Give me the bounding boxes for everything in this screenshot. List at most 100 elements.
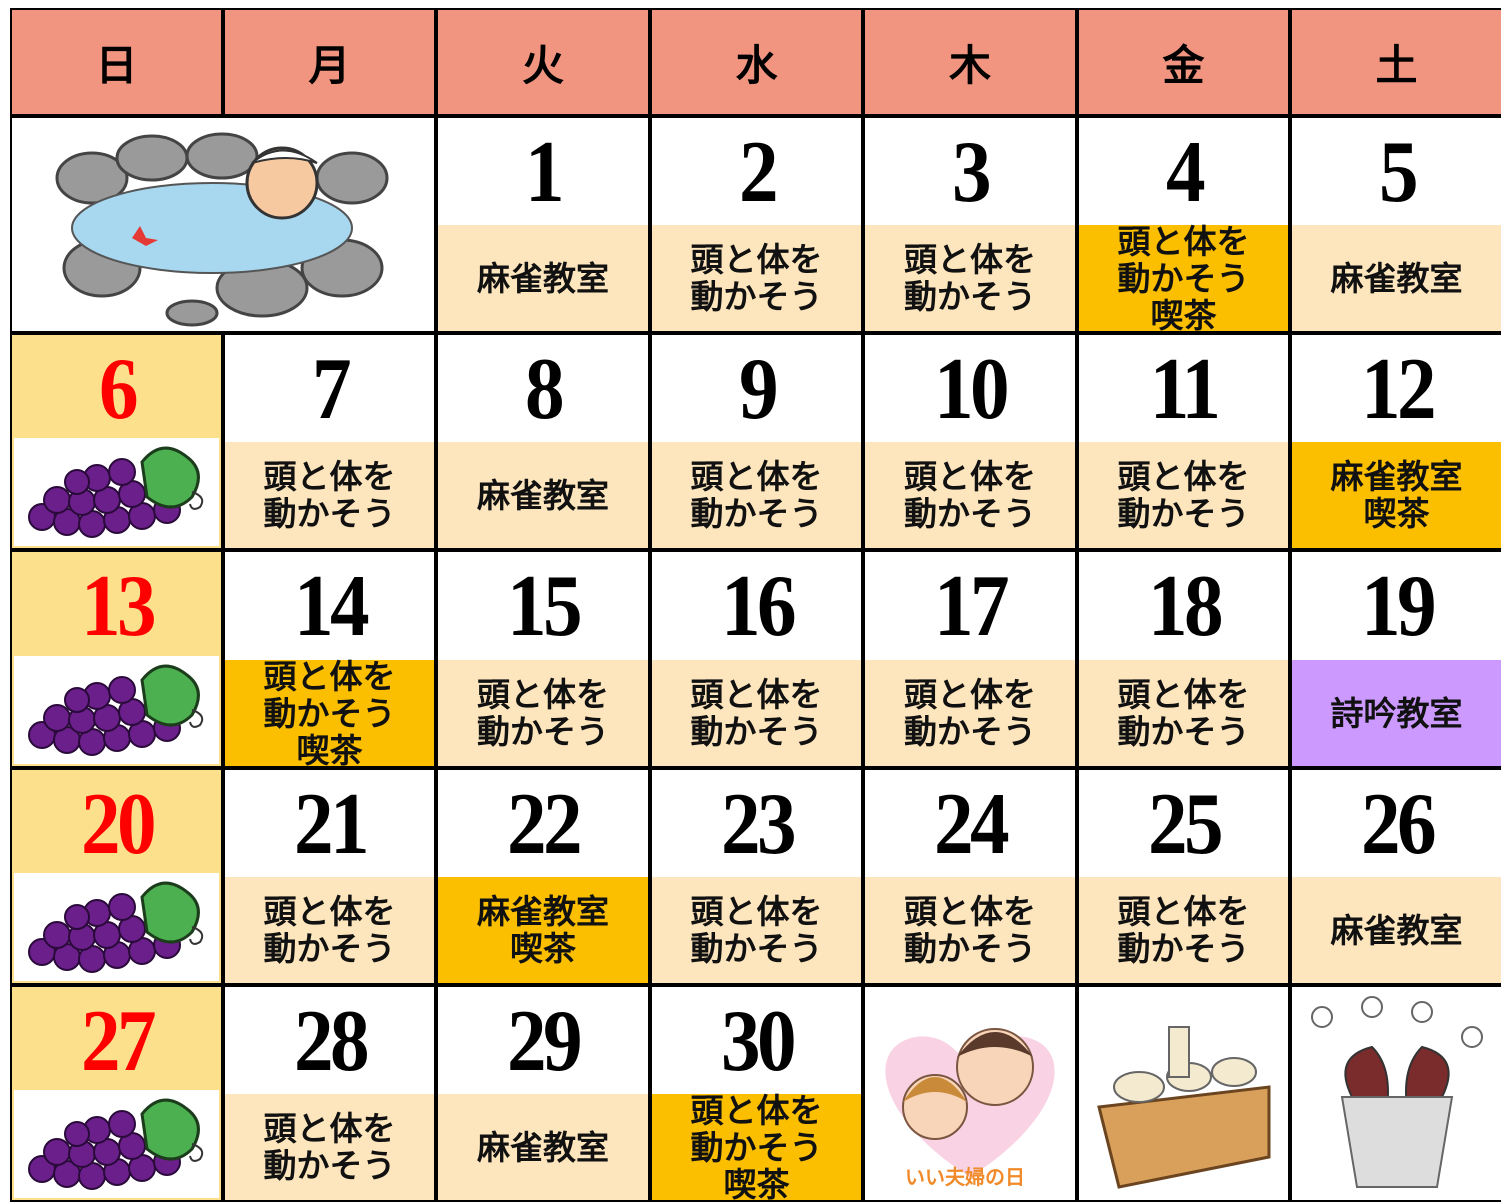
event-box: 麻雀教室: [438, 225, 648, 331]
day-number: 12: [1292, 335, 1501, 443]
day-cell: 24 頭と体を 動かそう: [865, 770, 1075, 983]
day-number: 4: [1079, 118, 1288, 226]
day-number-text: 23: [720, 775, 797, 873]
day-cell: 8 麻雀教室: [438, 335, 648, 548]
day-cell: 25 頭と体を 動かそう: [1079, 770, 1288, 983]
event-box: 頭と体を 動かそう: [1079, 660, 1288, 766]
event-line: 麻雀教室: [477, 258, 609, 298]
event-line: 喫茶: [1150, 295, 1217, 332]
grape-illustration: [12, 436, 221, 548]
event-line: 頭と体を: [690, 892, 823, 931]
day-cell: 11 頭と体を 動かそう: [1079, 335, 1288, 548]
day-cell: 18 頭と体を 動かそう: [1079, 552, 1288, 766]
day-number: 13: [12, 552, 221, 660]
event-box: 頭と体を 動かそう 喫茶: [1079, 221, 1288, 332]
day-number-text: 10: [934, 340, 1010, 438]
event-line: 喫茶: [296, 730, 363, 767]
day-number-text: 29: [507, 992, 583, 1090]
day-cell: 10 頭と体を 動かそう: [865, 335, 1075, 548]
event-box: 麻雀教室: [438, 1094, 648, 1200]
event-box: 頭と体を 動かそう: [652, 442, 861, 548]
event-line: 頭と体を: [477, 675, 609, 714]
day-number-text: 16: [720, 557, 797, 655]
weekday-header: 水: [652, 10, 861, 114]
sweet-potato: [1311, 996, 1483, 1188]
weekday-header: 木: [865, 10, 1075, 114]
day-number-text: 1: [525, 123, 565, 221]
event-line: 頭と体を: [690, 675, 823, 714]
day-number: 16: [652, 552, 861, 660]
event-line: 喫茶: [723, 1164, 790, 1201]
day-number-text: 4: [1165, 123, 1206, 221]
event-line: 詩吟教室: [1330, 693, 1463, 733]
grape: [27, 881, 204, 974]
event-line: 動かそう: [690, 929, 823, 968]
oden: [1097, 1026, 1271, 1189]
day-number: 15: [438, 552, 648, 660]
event-box: 頭と体を 動かそう: [865, 442, 1075, 548]
day-number-text: 15: [507, 557, 583, 655]
day-number-text: 13: [80, 557, 157, 655]
day-cell: 12 麻雀教室 喫茶: [1292, 335, 1501, 548]
event-box: 頭と体を 動かそう: [865, 877, 1075, 983]
event-line: 麻雀教室: [477, 1127, 609, 1167]
event-line: 麻雀教室: [477, 475, 609, 515]
event-line: 頭と体を: [263, 1109, 396, 1148]
day-number: 22: [438, 770, 648, 878]
event-line: 麻雀教室: [477, 892, 609, 931]
event-line: 動かそう: [1117, 258, 1250, 298]
event-line: 頭と体を: [1117, 221, 1250, 261]
day-number-text: 30: [720, 992, 797, 1090]
day-number-text: 11: [1149, 340, 1221, 438]
day-number: 27: [12, 987, 221, 1095]
day-number-text: 25: [1147, 775, 1224, 873]
onsen: [55, 132, 389, 327]
day-number-text: 6: [98, 340, 139, 438]
day-cell: 29 麻雀教室: [438, 987, 648, 1200]
day-number: 8: [438, 335, 648, 443]
day-cell: 1 麻雀教室: [438, 118, 648, 331]
event-box: 麻雀教室: [1292, 877, 1501, 983]
event-box: 頭と体を 動かそう: [652, 660, 861, 766]
day-number-text: 18: [1147, 557, 1224, 655]
day-number: 20: [12, 770, 221, 878]
day-number: 14: [225, 552, 434, 660]
day-number: 7: [225, 335, 434, 443]
event-line: 動かそう: [690, 494, 823, 533]
event-line: 動かそう: [263, 929, 396, 968]
sweet-potato-illustration: [1292, 987, 1501, 1200]
event-line: 麻雀教室: [1330, 258, 1463, 298]
day-number: 25: [1079, 770, 1288, 878]
day-number: 2: [652, 118, 861, 226]
event-line: 動かそう: [1117, 712, 1250, 751]
event-box: 頭と体を 動かそう: [225, 442, 434, 548]
day-number-text: 19: [1360, 557, 1437, 655]
grape: [27, 664, 204, 757]
oden-illustration: [1079, 987, 1288, 1200]
day-cell: 20: [12, 770, 221, 983]
event-box: 頭と体を 動かそう: [652, 877, 861, 983]
day-number-text: 26: [1360, 775, 1437, 873]
event-line: 頭と体を: [263, 457, 396, 496]
event-line: 頭と体を: [904, 240, 1036, 279]
day-cell: 14 頭と体を 動かそう 喫茶: [225, 552, 434, 766]
day-number-text: 28: [293, 992, 370, 1090]
day-cell: 21 頭と体を 動かそう: [225, 770, 434, 983]
day-number-text: 8: [525, 340, 565, 438]
day-number: 17: [865, 552, 1075, 660]
day-cell: 3 頭と体を 動かそう: [865, 118, 1075, 331]
day-number: 19: [1292, 552, 1501, 660]
day-number: 30: [652, 987, 861, 1095]
day-number: 26: [1292, 770, 1501, 878]
event-line: 麻雀教室: [1330, 457, 1463, 496]
event-line: 喫茶: [1363, 494, 1430, 533]
event-box: 頭と体を 動かそう 喫茶: [652, 1092, 861, 1201]
day-number-text: 27: [80, 992, 157, 1090]
event-box: 頭と体を 動かそう: [225, 1094, 434, 1200]
day-number-text: 21: [293, 775, 370, 873]
event-box: 頭と体を 動かそう: [865, 660, 1075, 766]
event-box: 詩吟教室: [1292, 660, 1501, 766]
day-cell: 22 麻雀教室 喫茶: [438, 770, 648, 983]
day-number: 11: [1079, 335, 1288, 443]
day-number-text: 22: [507, 775, 583, 873]
